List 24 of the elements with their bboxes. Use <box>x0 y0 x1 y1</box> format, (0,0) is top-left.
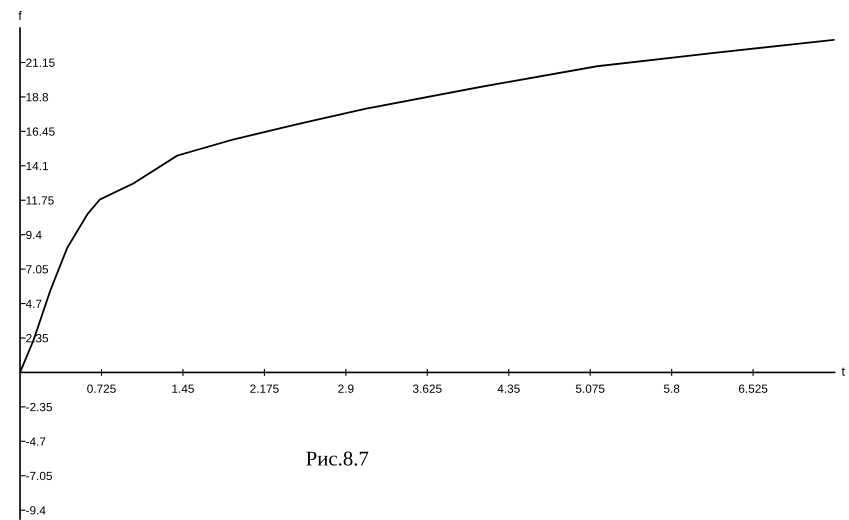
y-tick-label: 16.45 <box>26 127 55 136</box>
x-tick-label: 2.175 <box>250 384 279 393</box>
y-tick-label: -7.05 <box>26 472 52 480</box>
y-tick-label: 9.4 <box>26 230 42 240</box>
x-tick-label: 1.45 <box>172 384 194 393</box>
y-tick-label: 4.7 <box>26 300 42 308</box>
x-tick-label: 5.075 <box>576 384 604 393</box>
y-tick-label: 7.05 <box>26 265 48 274</box>
y-tick-label: -4.7 <box>26 437 46 446</box>
x-tick-label: 2.9 <box>338 384 354 393</box>
x-axis-title: t <box>842 368 845 376</box>
x-tick-label: 6.525 <box>738 384 768 393</box>
y-tick-label: 14.1 <box>26 162 48 170</box>
x-tick-label: 4.35 <box>498 384 520 393</box>
x-tick-label: 5.8 <box>664 384 680 393</box>
y-tick-label: -2.35 <box>26 402 52 412</box>
y-tick-label: 11.75 <box>26 196 54 205</box>
y-tick-label: -9.4 <box>26 506 46 515</box>
annotation: Рис.8.7 <box>306 452 368 466</box>
y-tick-label: 21.15 <box>26 58 55 67</box>
y-axis-title: f <box>18 10 22 20</box>
x-tick-label: 3.625 <box>412 384 442 393</box>
y-tick-label: 18.8 <box>26 92 48 102</box>
x-tick-label: 0.725 <box>87 384 116 393</box>
